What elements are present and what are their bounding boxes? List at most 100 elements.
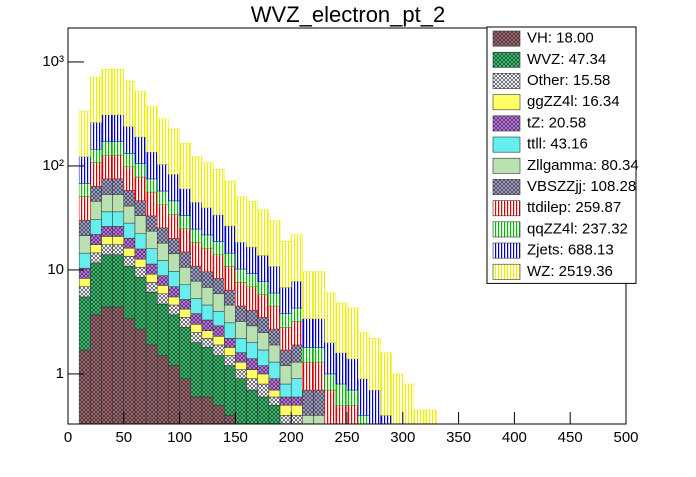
histogram-segment <box>279 415 292 425</box>
histogram-segment <box>134 328 147 425</box>
histogram-segment <box>168 200 180 215</box>
histogram-segment <box>268 344 281 363</box>
histogram-segment <box>223 289 236 306</box>
histogram-segment <box>302 389 314 416</box>
histogram-segment <box>145 178 158 193</box>
histogram-segment <box>246 273 258 287</box>
histogram-segment <box>123 256 136 267</box>
histogram-segment <box>324 389 337 425</box>
histogram-segment <box>201 247 214 273</box>
histogram-segment <box>157 190 169 205</box>
histogram-segment <box>201 304 214 321</box>
histogram-segment <box>134 215 147 234</box>
histogram-segment <box>290 321 303 346</box>
histogram-segment <box>168 174 180 202</box>
legend-label: Zllgamma: 80.34 <box>527 157 639 174</box>
histogram-segment <box>246 201 258 248</box>
histogram-segment <box>212 355 225 406</box>
histogram-segment <box>157 260 169 276</box>
histogram-segment <box>134 176 147 201</box>
histogram-segment <box>90 148 102 163</box>
histogram-segment <box>179 317 192 328</box>
histogram-segment <box>212 169 225 216</box>
histogram-segment <box>290 415 303 425</box>
histogram-segment <box>212 241 225 255</box>
legend-box <box>486 26 637 284</box>
histogram-segment <box>201 319 214 332</box>
histogram-segment <box>134 163 147 178</box>
histogram-segment <box>346 358 359 391</box>
histogram-segment <box>112 306 125 425</box>
histogram-segment <box>246 286 258 311</box>
histogram-segment <box>78 252 91 269</box>
histogram-segment <box>123 80 136 127</box>
histogram-segment <box>78 296 91 351</box>
histogram-segment <box>335 302 348 353</box>
histogram-segment <box>268 389 281 398</box>
legend-label: Other: 15.58 <box>527 72 610 89</box>
histogram-segment <box>257 396 270 425</box>
histogram-segment <box>279 327 292 351</box>
histogram-segment <box>279 287 292 314</box>
histogram-segment <box>145 248 158 265</box>
histogram-segment <box>313 318 325 348</box>
histogram-segment <box>279 404 292 416</box>
histogram-segment <box>257 255 270 282</box>
histogram-segment <box>223 322 236 339</box>
histogram-segment <box>134 258 147 268</box>
histogram-segment <box>235 369 247 379</box>
histogram-segment <box>279 396 292 406</box>
histogram-segment <box>279 241 292 288</box>
histogram-segment <box>90 314 102 425</box>
histogram-segment <box>168 271 180 287</box>
histogram-segment <box>268 266 281 294</box>
histogram-segment <box>246 342 258 359</box>
histogram-segment <box>246 378 258 391</box>
histogram-segment <box>101 254 113 308</box>
histogram-segment <box>157 242 169 261</box>
histogram-segment <box>346 404 359 425</box>
histogram-segment <box>302 271 314 319</box>
histogram-segment <box>346 389 359 406</box>
histogram-segment <box>201 338 214 348</box>
histogram-segment <box>112 69 125 116</box>
histogram-segment <box>101 226 113 237</box>
histogram-segment <box>246 358 258 370</box>
histogram-segment <box>145 282 158 293</box>
histogram-segment <box>257 383 270 398</box>
histogram-segment <box>190 280 203 299</box>
histogram-segment <box>101 141 113 156</box>
histogram-segment <box>134 136 147 164</box>
legend-swatch <box>492 179 521 195</box>
histogram-segment <box>380 352 392 416</box>
histogram-segment <box>145 292 158 346</box>
legend-label: qqZZ4l: 237.32 <box>527 220 628 237</box>
histogram-segment <box>90 76 102 123</box>
histogram-segment <box>179 308 192 318</box>
histogram-segment <box>78 349 91 425</box>
histogram-segment <box>179 327 192 379</box>
histogram-segment <box>179 378 192 425</box>
histogram-segment <box>101 178 113 195</box>
histogram-segment <box>324 373 337 391</box>
histogram-segment <box>223 252 236 267</box>
histogram-segment <box>101 236 113 245</box>
histogram-segment <box>235 378 247 425</box>
histogram-segment <box>335 404 348 425</box>
histogram-segment <box>346 307 359 359</box>
histogram-segment <box>268 305 281 330</box>
histogram-segment <box>145 230 158 249</box>
histogram-segment <box>290 396 303 406</box>
histogram-segment <box>212 278 225 295</box>
histogram-segment <box>190 202 203 230</box>
histogram-segment <box>112 254 125 308</box>
histogram-segment <box>157 355 169 425</box>
histogram-segment <box>168 365 180 425</box>
legend-label: VBSZZjj: 108.28 <box>527 178 636 195</box>
histogram-segment <box>357 415 370 425</box>
histogram-segment <box>78 235 91 254</box>
x-tick-label: 50 <box>115 429 132 446</box>
histogram-segment <box>313 347 325 363</box>
legend-label: ggZZ4l: 16.34 <box>527 93 620 110</box>
